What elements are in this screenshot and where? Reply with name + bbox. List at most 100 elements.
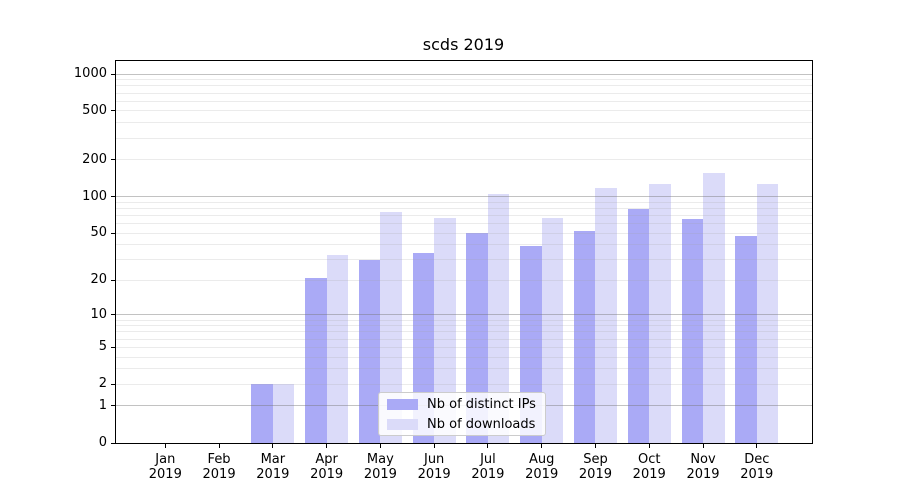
x-tickmark-aug bbox=[541, 443, 543, 448]
y-tick-label-100: 100 bbox=[82, 188, 107, 204]
x-tick-label-year-oct: 2019 bbox=[632, 467, 666, 482]
x-tick-label-year-dec: 2019 bbox=[740, 467, 774, 482]
bar-nb-of-downloads-dec-2019 bbox=[756, 183, 779, 443]
gridline-minor-9 bbox=[115, 319, 812, 321]
gridline-minor-4 bbox=[115, 356, 812, 358]
y-tickmark-2 bbox=[111, 383, 115, 385]
bar-nb-of-downloads-nov-2019 bbox=[703, 173, 725, 443]
y-tickmark-0 bbox=[111, 442, 115, 444]
gridline-minor-30 bbox=[115, 259, 812, 261]
x-tick-label-year-aug: 2019 bbox=[525, 467, 559, 482]
x-tick-label-dec: Dec 2019 bbox=[725, 452, 789, 482]
gridline-minor-300 bbox=[115, 137, 812, 139]
x-tickmark-feb bbox=[218, 443, 220, 448]
gridline-minor-800 bbox=[115, 85, 812, 87]
gridline-minor-700 bbox=[115, 92, 812, 94]
x-tick-label-year-feb: 2019 bbox=[202, 467, 236, 482]
x-tickmark-may bbox=[379, 443, 381, 448]
legend-swatch-distinct-ips bbox=[387, 398, 418, 410]
x-tick-label-month-oct: Oct bbox=[637, 452, 661, 467]
legend: Nb of distinct IPs Nb of downloads bbox=[378, 392, 546, 436]
gridline-minor-400 bbox=[115, 122, 812, 124]
x-tick-label-month-jun: Jun bbox=[423, 452, 445, 467]
gridline-minor-2 bbox=[115, 383, 812, 385]
bar-nb-of-downloads-oct-2019 bbox=[649, 183, 671, 443]
y-tickmark-200 bbox=[111, 159, 115, 161]
x-tick-label-month-feb: Feb bbox=[207, 452, 231, 467]
gridline-major-10 bbox=[115, 314, 812, 316]
bar-nb-of-distinct-ips-sep-2019 bbox=[573, 230, 596, 443]
legend-swatch-downloads bbox=[387, 418, 418, 430]
bar-nb-of-distinct-ips-oct-2019 bbox=[627, 208, 650, 443]
y-tick-label-10: 10 bbox=[90, 306, 107, 322]
y-tick-label-0: 0 bbox=[98, 435, 107, 450]
x-tickmark-jul bbox=[487, 443, 489, 448]
x-tick-label-year-jan: 2019 bbox=[148, 467, 182, 482]
x-tickmark-mar bbox=[272, 443, 274, 448]
y-tickmark-500 bbox=[111, 110, 115, 112]
gridline-minor-6 bbox=[115, 338, 812, 340]
x-tick-label-year-jun: 2019 bbox=[417, 467, 451, 482]
gridline-minor-80 bbox=[115, 207, 812, 209]
y-tick-label-200: 200 bbox=[82, 151, 107, 167]
bar-nb-of-distinct-ips-may-2019 bbox=[358, 259, 381, 443]
x-tickmark-jan bbox=[164, 443, 166, 448]
gridline-minor-7 bbox=[115, 331, 812, 333]
chart-title: scds 2019 bbox=[422, 35, 505, 54]
bar-nb-of-downloads-apr-2019 bbox=[326, 254, 349, 443]
x-tick-label-aug: Aug 2019 bbox=[510, 452, 574, 482]
gridline-minor-900 bbox=[115, 79, 812, 81]
gridline-minor-3 bbox=[115, 368, 812, 370]
legend-item-distinct-ips: Nb of distinct IPs bbox=[379, 395, 545, 413]
bar-nb-of-distinct-ips-mar-2019 bbox=[251, 384, 273, 443]
x-tick-label-feb: Feb 2019 bbox=[187, 452, 251, 482]
x-tick-label-month-jul: Jul bbox=[480, 452, 496, 467]
gridline-minor-500 bbox=[115, 110, 812, 112]
x-tick-label-month-aug: Aug bbox=[528, 452, 555, 467]
x-tick-label-month-jan: Jan bbox=[155, 452, 176, 467]
x-tickmark-nov bbox=[702, 443, 704, 448]
y-tickmark-20 bbox=[111, 279, 115, 281]
gridline-minor-60 bbox=[115, 222, 812, 224]
x-tick-label-year-mar: 2019 bbox=[256, 467, 290, 482]
x-tick-label-mar: Mar 2019 bbox=[241, 452, 305, 482]
x-tick-label-jul: Jul 2019 bbox=[456, 452, 520, 482]
y-tick-label-500: 500 bbox=[82, 102, 107, 118]
gridline-minor-90 bbox=[115, 201, 812, 203]
gridline-major-1000 bbox=[115, 73, 812, 75]
y-tick-label-20: 20 bbox=[90, 272, 107, 288]
gridline-minor-70 bbox=[115, 214, 812, 216]
y-tickmark-10 bbox=[111, 314, 115, 316]
x-tick-label-month-may: May bbox=[366, 452, 394, 467]
gridline-minor-20 bbox=[115, 279, 812, 281]
bar-nb-of-downloads-jul-2019 bbox=[487, 193, 510, 443]
y-tick-label-1000: 1000 bbox=[73, 66, 107, 81]
legend-label-downloads: Nb of downloads bbox=[427, 416, 536, 432]
x-tick-label-may: May 2019 bbox=[348, 452, 412, 482]
x-tickmark-jun bbox=[433, 443, 435, 448]
bar-nb-of-distinct-ips-jul-2019 bbox=[466, 233, 488, 443]
gridline-minor-200 bbox=[115, 159, 812, 161]
legend-item-downloads: Nb of downloads bbox=[379, 415, 545, 433]
x-tickmark-dec bbox=[756, 443, 758, 448]
bar-nb-of-distinct-ips-dec-2019 bbox=[735, 236, 757, 443]
y-tick-label-1: 1 bbox=[98, 397, 107, 413]
bar-nb-of-downloads-mar-2019 bbox=[272, 384, 295, 443]
y-tick-label-2: 2 bbox=[98, 376, 107, 392]
bar-nb-of-downloads-sep-2019 bbox=[595, 187, 617, 443]
gridline-minor-5 bbox=[115, 346, 812, 348]
x-tick-label-nov: Nov 2019 bbox=[671, 452, 735, 482]
y-tickmark-100 bbox=[111, 196, 115, 197]
x-tickmark-sep bbox=[594, 443, 596, 448]
gridline-minor-8 bbox=[115, 325, 812, 327]
x-tick-label-month-nov: Nov bbox=[690, 452, 716, 467]
x-tickmark-oct bbox=[648, 443, 650, 448]
bar-nb-of-downloads-aug-2019 bbox=[541, 217, 564, 443]
x-tick-label-year-nov: 2019 bbox=[686, 467, 720, 482]
y-tick-label-5: 5 bbox=[98, 339, 107, 355]
bar-nb-of-downloads-may-2019 bbox=[380, 211, 402, 443]
y-tick-label-50: 50 bbox=[90, 225, 107, 240]
